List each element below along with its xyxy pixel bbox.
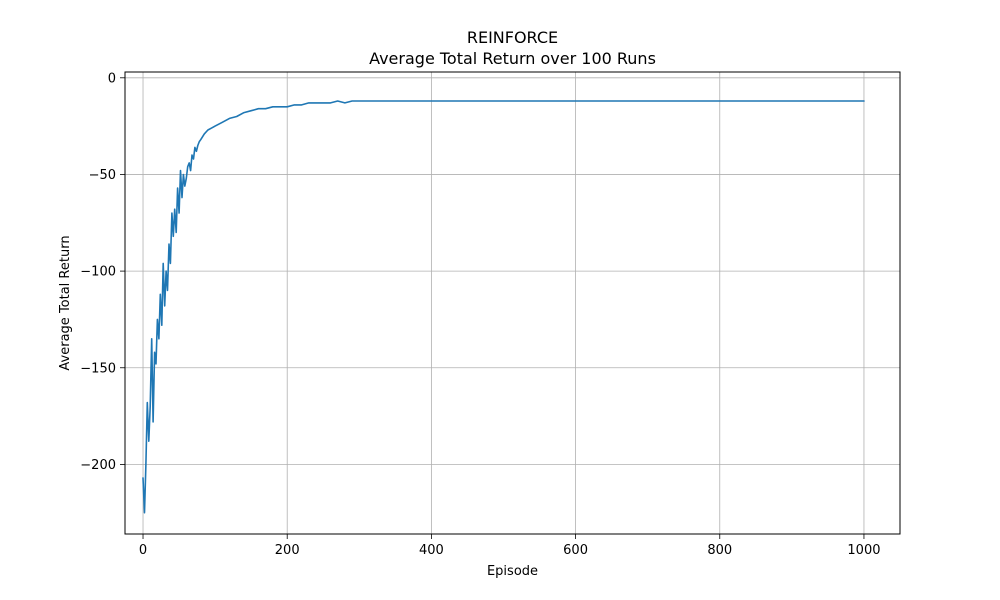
y-tick-label: −100 xyxy=(80,265,116,280)
y-tick-label: −50 xyxy=(89,168,116,183)
x-tick-label: 200 xyxy=(275,543,300,558)
series-line xyxy=(142,100,865,514)
x-tick-label: 800 xyxy=(707,543,732,558)
x-tick-label: 600 xyxy=(563,543,588,558)
y-tick-label: −200 xyxy=(80,458,116,473)
y-tick-label: 0 xyxy=(108,71,116,86)
chart-subtitle: Average Total Return over 100 Runs xyxy=(369,49,656,68)
y-axis-label: Average Total Return xyxy=(58,235,73,370)
series-layer xyxy=(142,100,865,514)
x-tick-label: 0 xyxy=(139,543,147,558)
grid-layer xyxy=(125,72,900,534)
x-axis-label: Episode xyxy=(487,564,538,579)
y-tick-label: −150 xyxy=(80,361,116,376)
chart-title: REINFORCE xyxy=(467,28,558,47)
plot-frame xyxy=(124,71,901,535)
x-tick-label: 400 xyxy=(419,543,444,558)
x-tick-label: 1000 xyxy=(847,543,880,558)
tick-layer: 0 200 400 600 800 1000 0 −50 −100 −150 −200 xyxy=(80,71,880,558)
